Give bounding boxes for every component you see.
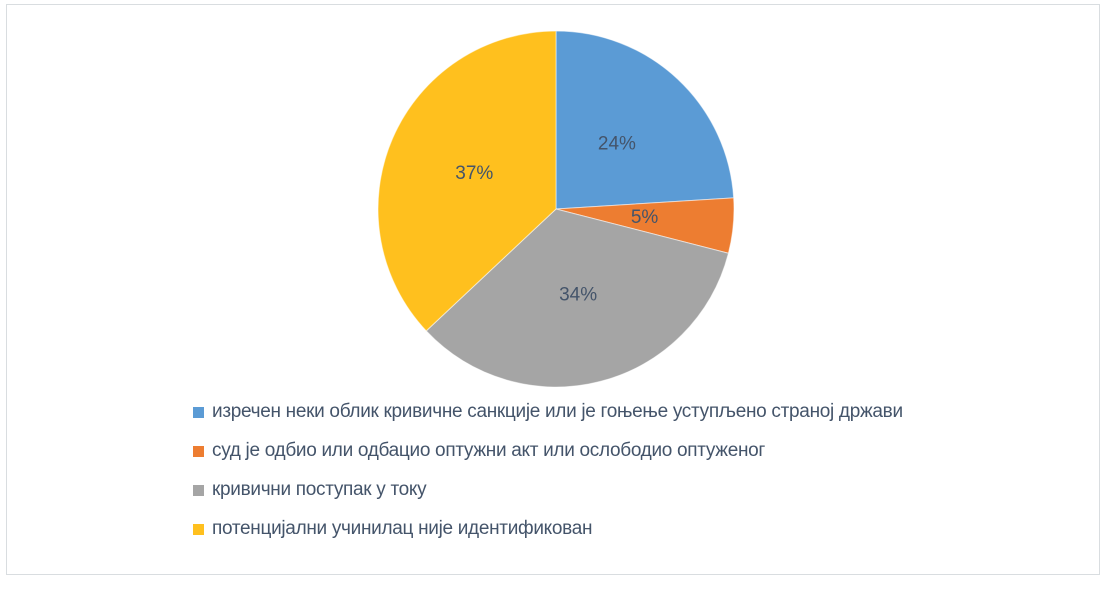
legend-label-1: суд је одбио или одбацио оптужни акт или… [212,440,766,461]
legend-label-2: кривични поступак у току [212,479,427,500]
legend-swatch-2 [193,484,204,496]
pie-data-label-0: 24% [598,134,636,155]
legend-item-1: суд је одбио или одбацио оптужни акт или… [193,440,1073,461]
pie-data-label-3: 37% [455,163,493,184]
legend-label-0: изречен неки облик кривичне санкције или… [212,401,903,422]
pie-slices-group [377,30,735,388]
legend-swatch-0 [193,406,204,418]
chart-legend: изречен неки облик кривичне санкције или… [193,401,1073,559]
pie-data-label-1: 5% [631,207,659,228]
pie-slice-2 [425,208,729,388]
pie-slice-0 [555,30,735,210]
pie-data-label-2: 34% [559,285,597,306]
pie-labels-group: 24% 5% 34% 37% [455,134,658,306]
legend-swatch-3 [193,523,204,535]
legend-swatch-1 [193,445,204,457]
legend-item-0: изречен неки облик кривичне санкције или… [193,401,1073,422]
legend-item-3: потенцијални учинилац није идентификован [193,518,1073,539]
legend-label-3: потенцијални учинилац није идентификован [212,518,593,539]
legend-item-2: кривични поступак у току [193,479,1073,500]
pie-slice-3 [377,30,557,332]
